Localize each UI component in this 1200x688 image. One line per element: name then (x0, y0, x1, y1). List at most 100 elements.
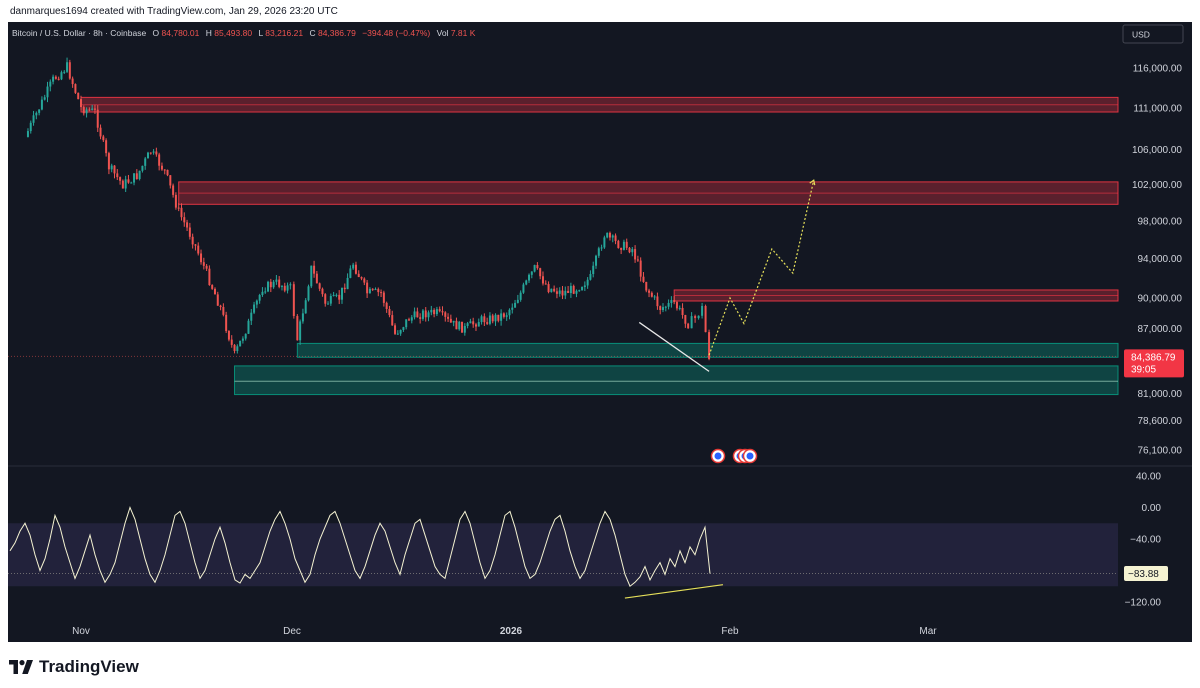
candle-body (500, 313, 503, 321)
oscillator-tick-label: 0.00 (1142, 503, 1162, 514)
candle-body (236, 346, 239, 351)
candle-body (673, 300, 676, 303)
candle-body (544, 283, 547, 285)
candle-body (382, 292, 385, 303)
candle-body (253, 304, 256, 313)
candle-body (555, 291, 558, 294)
candle-body (539, 268, 542, 277)
currency-button-frame[interactable] (1122, 24, 1184, 44)
candle-body (219, 305, 222, 307)
candle-body (410, 317, 413, 321)
currency-button[interactable]: USD (1122, 24, 1184, 44)
candle-body (438, 309, 441, 312)
candle-body (292, 284, 295, 316)
candle-body (405, 319, 408, 328)
candle-body (670, 300, 673, 303)
time-tick-label: Mar (919, 626, 937, 637)
candle-body (617, 240, 620, 248)
time-tick-label: Dec (283, 626, 301, 637)
candle-body (634, 249, 637, 260)
chart-canvas[interactable]: 116,000.00 111,000.00 106,000.00 102,000.00… (8, 22, 1192, 642)
bar-countdown: 39:05 (1131, 364, 1156, 375)
candle-body (675, 302, 678, 309)
candle-body (85, 109, 88, 114)
time-tick-label: Feb (721, 626, 739, 637)
candle-body (116, 173, 119, 178)
last-price-badge-bg (1124, 349, 1184, 378)
time-axis[interactable]: Nov Dec 2026 Feb Mar (72, 626, 937, 637)
candle-body (301, 313, 304, 322)
candle-body (172, 185, 175, 195)
candle-body (525, 280, 528, 285)
candle-body (205, 265, 208, 269)
candle-body (396, 333, 399, 335)
candle-body (569, 285, 572, 294)
candle-body (592, 265, 595, 275)
candle-body (419, 317, 422, 319)
candle-body (488, 315, 491, 324)
currency-button-label[interactable]: USD (1132, 30, 1150, 40)
candle-body (26, 131, 29, 137)
candle-body (74, 84, 77, 93)
candle-body (80, 99, 82, 108)
close-value: 84,386.79 (318, 28, 356, 38)
candle-body (138, 170, 141, 180)
candle-body (186, 222, 189, 228)
candle-body (477, 322, 480, 327)
candle-body (327, 303, 330, 305)
candle-body (441, 311, 444, 313)
price-series (26, 57, 711, 361)
candle-body (191, 236, 194, 245)
projection-path (708, 179, 815, 356)
candle-body (77, 92, 80, 100)
oscillator-axis[interactable]: 40.00 0.00 −40.00 −120.00 (1125, 472, 1162, 609)
candle-body (66, 62, 69, 72)
candle-body (583, 285, 586, 287)
candle-body (349, 268, 352, 278)
candle-body (469, 321, 472, 324)
candle-body (96, 109, 99, 128)
candle-body (547, 284, 550, 293)
candle-body (572, 285, 575, 294)
chart-container[interactable]: 116,000.00 111,000.00 106,000.00 102,000.00… (8, 22, 1192, 642)
candle-body (645, 281, 648, 291)
candle-body (642, 276, 645, 282)
candle-body (603, 237, 606, 248)
author-credit: danmarques1694 created with TradingView.… (10, 6, 338, 17)
price-tick-label: 111,000.00 (1133, 103, 1182, 114)
price-tick-label: 102,000.00 (1132, 180, 1182, 191)
candle-body (52, 76, 55, 82)
candle-body (550, 288, 553, 293)
price-axis[interactable]: 116,000.00 111,000.00 106,000.00 102,000.00… (1132, 64, 1182, 457)
candle-body (678, 307, 681, 309)
candle-body (430, 309, 433, 313)
tradingview-logo[interactable]: TradingView (9, 657, 139, 677)
candle-body (40, 99, 43, 110)
candle-body (211, 285, 214, 289)
candle-body (701, 305, 704, 316)
candle-body (449, 318, 452, 323)
candle-body (567, 290, 570, 294)
symbol-title: Bitcoin / U.S. Dollar · 8h · Coinbase (12, 28, 146, 38)
candle-body (480, 316, 483, 323)
candle-body (648, 290, 651, 293)
candle-body (278, 279, 281, 287)
candle-body (628, 247, 631, 253)
candle-body (528, 274, 531, 281)
candle-body (399, 329, 402, 334)
candle-body (130, 182, 133, 184)
price-tick-label: 94,000.00 (1138, 254, 1183, 265)
candle-body (135, 173, 138, 180)
candle-body (474, 324, 477, 327)
candle-body (188, 227, 191, 237)
candle-body (105, 140, 108, 154)
candle-body (614, 235, 617, 241)
candle-body (180, 207, 183, 218)
candle-body (335, 294, 338, 296)
candle-body (99, 127, 102, 137)
candle-body (491, 315, 494, 322)
candle-body (541, 276, 544, 284)
candle-body (600, 247, 603, 249)
top-bar: danmarques1694 created with TradingView.… (0, 0, 1200, 22)
candle-body (155, 151, 158, 155)
